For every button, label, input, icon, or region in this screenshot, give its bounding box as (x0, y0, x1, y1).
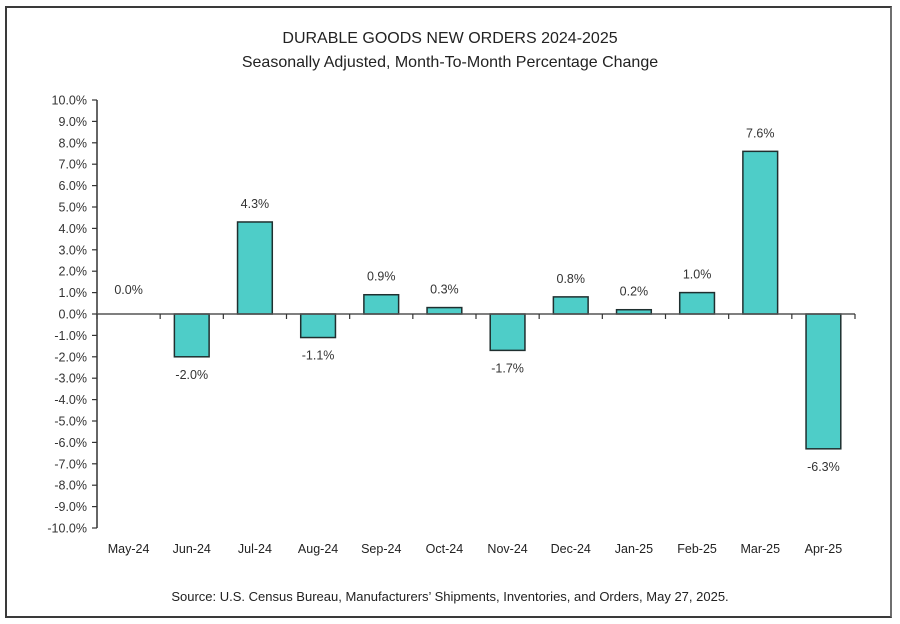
bar-sep-24 (363, 293, 400, 315)
bar-feb-25 (678, 291, 716, 315)
bar-jul-24 (236, 221, 274, 315)
y-tick-label: -6.0% (54, 436, 87, 450)
y-tick-label: 1.0% (59, 286, 88, 300)
x-axis: May-24 Jun-24 Jul-24 Aug-24 Sep-24 Oct-24 Nov-… (96, 313, 856, 556)
x-tick-label: Jul-24 (238, 542, 272, 556)
y-tick-label: 9.0% (59, 115, 88, 129)
y-tick-label: -4.0% (54, 393, 87, 407)
data-label: 7.6% (746, 126, 775, 140)
x-tick-label: Sep-24 (361, 542, 401, 556)
data-label: 0.0% (114, 283, 143, 297)
data-label: 0.3% (430, 283, 459, 297)
x-tick-label: Nov-24 (487, 542, 527, 556)
bar-mar-25 (742, 150, 779, 315)
y-tick-label: 7.0% (59, 158, 88, 172)
y-axis: 10.0% 9.0% 8.0% 7.0% 6.0% 5.0% 4.0% 3.0% 2.0% 1.0… (47, 94, 98, 536)
data-label: 0.2% (620, 285, 649, 299)
bar-jun-24 (173, 313, 210, 358)
y-tick-label: 10.0% (52, 94, 87, 108)
x-tick-label: Jan-25 (615, 542, 653, 556)
bar-apr-25 (805, 313, 842, 450)
data-label: 4.3% (241, 197, 270, 211)
data-label: -1.1% (302, 349, 335, 363)
bar-aug-24 (299, 313, 337, 339)
y-tick-label: 4.0% (59, 222, 88, 236)
y-tick-label: -3.0% (54, 372, 87, 386)
x-tick-label: Dec-24 (551, 542, 591, 556)
x-tick-label: Mar-25 (740, 542, 780, 556)
y-tick-label: 0.0% (59, 308, 88, 322)
data-label: -6.3% (807, 460, 840, 474)
bars (173, 150, 842, 450)
x-tick-label: Apr-25 (805, 542, 843, 556)
y-tick-label: -7.0% (54, 457, 87, 471)
y-tick-label: -5.0% (54, 415, 87, 429)
bar-nov-24 (489, 313, 526, 352)
bar-dec-24 (552, 296, 589, 315)
data-label: -2.0% (175, 368, 208, 382)
data-label: 0.9% (367, 270, 396, 284)
data-label: 1.0% (683, 268, 712, 282)
data-label: -1.7% (491, 361, 524, 375)
source-note: Source: U.S. Census Bureau, Manufacturer… (171, 589, 729, 604)
x-tick-label: Aug-24 (298, 542, 338, 556)
y-tick-label: 2.0% (59, 265, 88, 279)
data-labels: 0.0% -2.0% 4.3% -1.1% 0.9% 0.3% -1.7% 0.8% 0.2% 1… (114, 126, 839, 473)
chart-title: DURABLE GOODS NEW ORDERS 2024-2025 (282, 30, 618, 47)
y-tick-label: -8.0% (54, 479, 87, 493)
x-tick-label: Feb-25 (677, 542, 717, 556)
y-tick-label: 6.0% (59, 179, 88, 193)
y-tick-label: 5.0% (59, 201, 88, 215)
y-tick-label: -2.0% (54, 350, 87, 364)
y-tick-label: 3.0% (59, 243, 88, 257)
x-tick-label: Jun-24 (173, 542, 211, 556)
y-tick-label: -9.0% (54, 500, 87, 514)
bar-oct-24 (426, 306, 463, 315)
y-tick-label: -1.0% (54, 329, 87, 343)
x-tick-label: Oct-24 (426, 542, 464, 556)
chart-subtitle: Seasonally Adjusted, Month-To-Month Perc… (241, 54, 659, 71)
y-tick-label: -10.0% (47, 522, 87, 536)
data-label: 0.8% (557, 272, 586, 286)
x-tick-label: May-24 (108, 542, 150, 556)
y-tick-label: 8.0% (59, 136, 88, 150)
